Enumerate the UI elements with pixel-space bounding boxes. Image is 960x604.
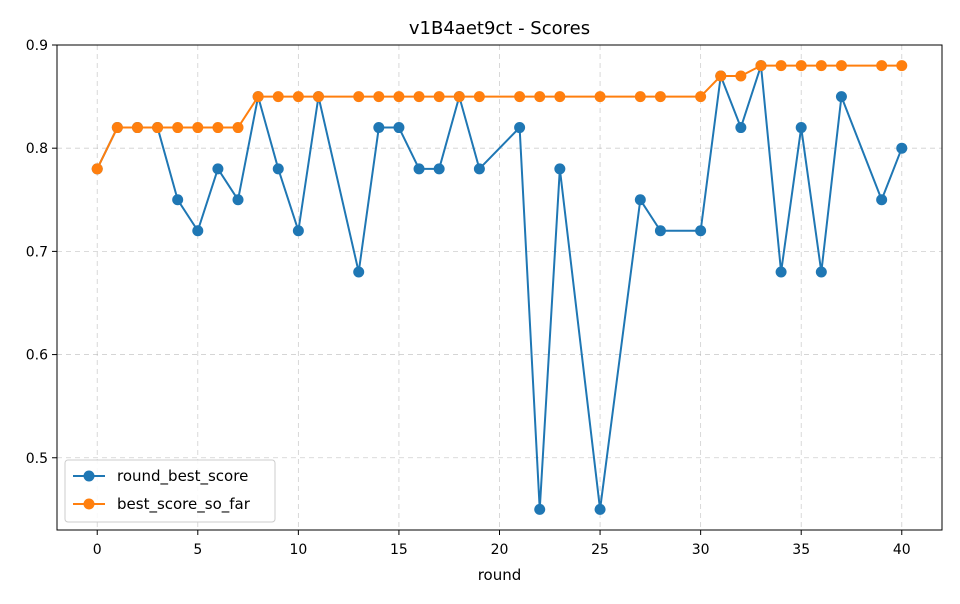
data-point <box>91 163 103 175</box>
data-point <box>172 194 184 206</box>
data-point <box>473 163 485 175</box>
data-point <box>292 91 304 103</box>
legend: round_best_score best_score_so_far <box>64 459 276 523</box>
data-point <box>252 91 264 103</box>
data-point <box>775 266 787 278</box>
data-point <box>755 60 767 72</box>
x-tick-label: 30 <box>692 542 710 558</box>
data-point <box>433 91 445 103</box>
data-point <box>393 91 405 103</box>
legend-marker <box>83 498 95 510</box>
legend-label: best_score_so_far <box>117 495 251 514</box>
data-point <box>212 163 224 175</box>
data-point <box>312 91 324 103</box>
series-best_score_so_far <box>91 60 908 175</box>
data-point <box>695 91 707 103</box>
data-point <box>393 122 405 134</box>
data-point <box>353 91 365 103</box>
data-point <box>172 122 184 134</box>
data-point <box>192 225 204 237</box>
y-tick-label: 0.8 <box>26 141 48 157</box>
y-tick-label: 0.9 <box>26 38 48 54</box>
chart-title: v1B4aet9ct - Scores <box>409 18 590 39</box>
data-point <box>272 163 284 175</box>
data-point <box>373 122 385 134</box>
data-point <box>413 163 425 175</box>
data-point <box>554 91 566 103</box>
data-point <box>795 122 807 134</box>
data-point <box>654 225 666 237</box>
data-point <box>131 122 143 134</box>
grid-lines <box>57 44 942 530</box>
data-point <box>232 194 244 206</box>
data-point <box>715 70 727 82</box>
data-point <box>353 266 365 278</box>
data-point <box>413 91 425 103</box>
x-tick-label: 15 <box>390 542 408 558</box>
data-point <box>473 91 485 103</box>
data-point <box>634 194 646 206</box>
x-tick-label: 5 <box>193 542 202 558</box>
data-point <box>815 60 827 72</box>
data-point <box>534 91 546 103</box>
x-tick-label: 25 <box>591 542 609 558</box>
data-point <box>453 91 465 103</box>
axis-ticks: 0 5 10 15 20 25 30 35 40 0.5 0.6 0.7 0.8 0.9 <box>26 38 911 558</box>
y-tick-label: 0.7 <box>26 244 48 260</box>
x-tick-label: 20 <box>491 542 509 558</box>
data-point <box>554 163 566 175</box>
data-point <box>292 225 304 237</box>
data-point <box>835 60 847 72</box>
data-point <box>433 163 445 175</box>
data-point <box>232 122 244 134</box>
legend-label: round_best_score <box>117 467 248 486</box>
data-point <box>634 91 646 103</box>
data-point <box>695 225 707 237</box>
y-tick-label: 0.6 <box>26 348 48 364</box>
data-point <box>735 122 747 134</box>
data-point <box>594 91 606 103</box>
legend-box <box>64 459 276 523</box>
x-axis-label: round <box>478 566 522 584</box>
data-point <box>192 122 204 134</box>
legend-item: round_best_score <box>73 467 248 486</box>
data-point <box>775 60 787 72</box>
data-point <box>835 91 847 103</box>
legend-marker <box>83 470 95 482</box>
data-point <box>896 142 908 154</box>
x-tick-label: 40 <box>893 542 911 558</box>
data-point <box>654 91 666 103</box>
data-point <box>514 91 526 103</box>
data-point <box>272 91 284 103</box>
data-point <box>373 91 385 103</box>
data-point <box>111 122 123 134</box>
data-point <box>815 266 827 278</box>
x-tick-label: 10 <box>289 542 307 558</box>
x-tick-label: 0 <box>93 542 102 558</box>
data-point <box>514 122 526 134</box>
series-layer <box>91 60 908 515</box>
data-point <box>534 503 546 515</box>
legend-item: best_score_so_far <box>73 495 251 514</box>
data-point <box>876 194 888 206</box>
data-point <box>735 70 747 82</box>
data-point <box>594 503 606 515</box>
data-point <box>876 60 888 72</box>
data-point <box>795 60 807 72</box>
data-point <box>152 122 164 134</box>
y-tick-label: 0.5 <box>26 451 48 467</box>
x-tick-label: 35 <box>792 542 810 558</box>
data-point <box>896 60 908 72</box>
data-point <box>212 122 224 134</box>
